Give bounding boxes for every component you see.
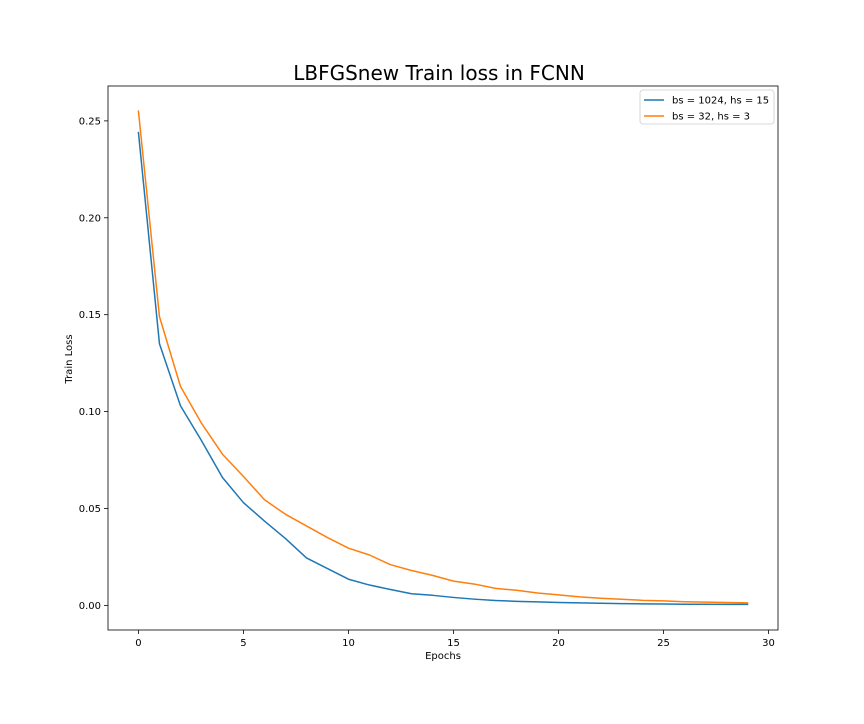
series-line-1 <box>137 131 749 606</box>
legend-box <box>639 89 775 125</box>
legend: bs = 1024, hs = 15 bs = 32, hs = 3 <box>639 89 775 125</box>
y-tick-label: 0.25 <box>79 116 101 127</box>
chart-title: LBFGSnew Train loss in FCNN <box>293 61 585 85</box>
x-tick-label: 5 <box>240 638 246 649</box>
legend-label-2: bs = 32, hs = 3 <box>672 112 750 123</box>
y-tick-label: 0.05 <box>79 504 101 515</box>
plot-area: 0 5 10 15 20 25 30 0.00 0.05 0.10 0.15 0.20 0.25 <box>79 85 779 649</box>
y-tick-label: 0.00 <box>79 601 101 612</box>
series-line-2 <box>137 110 749 604</box>
x-tick-label: 10 <box>342 638 355 649</box>
plot-frame <box>107 85 779 631</box>
x-tick-label: 25 <box>657 638 670 649</box>
x-tick-label: 20 <box>552 638 565 649</box>
y-axis-label: Train Loss <box>64 334 75 384</box>
y-tick-label: 0.15 <box>79 310 101 321</box>
x-tick-label: 0 <box>135 638 141 649</box>
x-tick-label: 30 <box>762 638 775 649</box>
legend-label-1: bs = 1024, hs = 15 <box>672 96 769 107</box>
y-tick-label: 0.20 <box>79 213 101 224</box>
x-tick-label: 15 <box>447 638 460 649</box>
x-axis-label: Epochs <box>425 651 461 662</box>
y-tick-label: 0.10 <box>79 407 101 418</box>
